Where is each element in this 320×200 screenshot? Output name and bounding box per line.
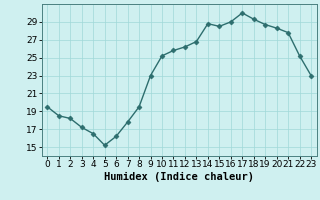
X-axis label: Humidex (Indice chaleur): Humidex (Indice chaleur) [104,172,254,182]
